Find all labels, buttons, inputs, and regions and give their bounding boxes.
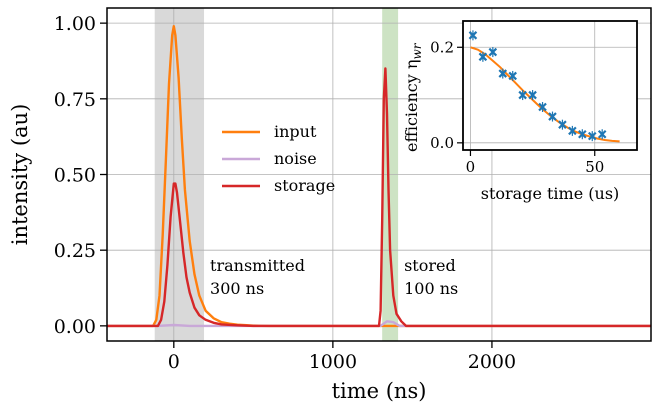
y-tick-label: 0.25 bbox=[54, 240, 96, 262]
y-tick-label: 0.75 bbox=[54, 89, 96, 111]
inset-marker-stroke bbox=[538, 102, 547, 112]
y-tick-label: 1.00 bbox=[54, 13, 96, 35]
inset-y-axis-label-subscript: wr bbox=[410, 42, 424, 59]
inset-y-tick-label: 0.2 bbox=[430, 38, 454, 56]
inset-marker-stroke bbox=[578, 129, 587, 139]
inset-data-point bbox=[587, 131, 597, 142]
inset-background bbox=[463, 21, 637, 150]
inset-marker-stroke bbox=[478, 52, 488, 62]
inset-data-point bbox=[488, 47, 498, 58]
inset-data-point bbox=[568, 125, 577, 136]
x-tick-label: 2000 bbox=[468, 351, 516, 373]
region-annotation-1: 100 ns bbox=[404, 279, 458, 298]
inset-data-point bbox=[518, 90, 527, 101]
inset-y-axis-label: efficiency ηwr bbox=[402, 42, 424, 152]
inset-data-point bbox=[578, 129, 587, 140]
x-tick-label: 0 bbox=[168, 351, 180, 373]
y-tick-label: 0.50 bbox=[54, 165, 96, 187]
inset-data-point bbox=[468, 30, 478, 41]
inset-marker-stroke bbox=[548, 112, 557, 121]
inset-marker-stroke bbox=[518, 90, 527, 100]
inset-marker-stroke bbox=[568, 126, 577, 136]
inset-data-point bbox=[558, 119, 567, 130]
inset-marker-stroke bbox=[558, 120, 567, 129]
series-line-storage bbox=[107, 67, 651, 328]
inset-y-axis-label-main: efficiency η bbox=[402, 60, 421, 152]
inset-marker-stroke bbox=[528, 90, 537, 100]
legend-label-storage: storage bbox=[274, 176, 335, 195]
y-tick-label: 0.00 bbox=[54, 316, 96, 338]
series-line-noise bbox=[107, 320, 651, 328]
inset-marker-stroke bbox=[597, 129, 607, 139]
inset-data-point bbox=[528, 90, 537, 101]
legend-label-noise: noise bbox=[274, 149, 317, 168]
inset-x-tick-label: 0 bbox=[466, 158, 476, 176]
inset-data-point bbox=[548, 111, 557, 122]
inset-x-tick-label: 50 bbox=[585, 158, 604, 176]
inset-y-tick-label: 0.0 bbox=[430, 134, 454, 152]
inset-x-axis-label: storage time (us) bbox=[481, 184, 620, 203]
legend-label-input: input bbox=[274, 122, 317, 141]
inset-marker-stroke bbox=[508, 71, 517, 81]
inset-data-point bbox=[498, 68, 508, 79]
inset-data-point bbox=[597, 129, 607, 140]
x-tick-label: 1000 bbox=[309, 351, 357, 373]
region-annotation-0: 300 ns bbox=[210, 279, 264, 298]
y-axis-label: intensity (au) bbox=[8, 104, 32, 246]
inset-marker-stroke bbox=[498, 69, 508, 78]
inset-marker-stroke bbox=[587, 131, 597, 141]
inset-data-point bbox=[508, 70, 517, 81]
inset-data-point bbox=[538, 102, 547, 112]
inset-marker-stroke bbox=[488, 47, 498, 57]
x-axis-label: time (ns) bbox=[332, 379, 427, 403]
inset-marker-stroke bbox=[468, 31, 478, 40]
inset-frame bbox=[462, 20, 638, 151]
inset-data-point bbox=[478, 51, 488, 62]
region-annotation-1: stored bbox=[404, 256, 456, 275]
region-annotation-0: transmitted bbox=[210, 256, 305, 275]
